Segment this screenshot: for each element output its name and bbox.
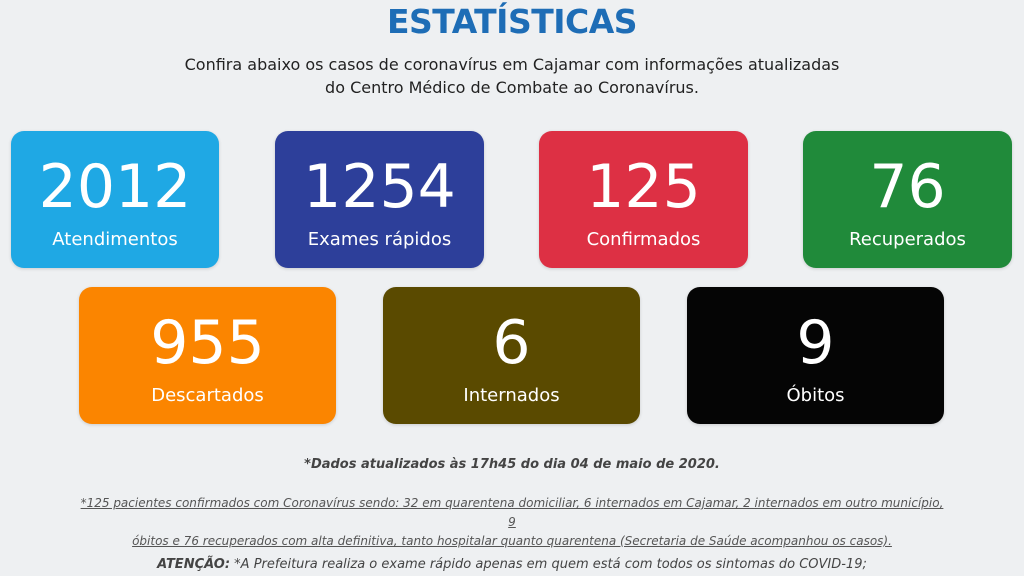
stat-label: Descartados [151,385,264,406]
stat-card-internados: 6 Internados [383,287,640,424]
attention-text: *A Prefeitura realiza o exame rápido ape… [234,557,867,572]
stat-value: 6 [492,308,531,378]
stat-label: Internados [463,385,560,406]
page-title: ESTATÍSTICAS [386,2,638,41]
stat-value: 76 [869,152,946,222]
stat-label: Recuperados [849,229,966,250]
stat-value: 955 [150,308,265,378]
stat-card-descartados: 955 Descartados [79,287,336,424]
subtitle-line-2: do Centro Médico de Combate ao Coronavír… [325,78,699,97]
update-date-note: *Dados atualizados às 17h45 do dia 04 de… [304,457,720,472]
cases-detail-note: *125 pacientes confirmados com Coronavír… [80,494,944,551]
stat-card-obitos: 9 Óbitos [687,287,944,424]
cases-detail-line-1: *125 pacientes confirmados com Coronavír… [80,496,944,529]
subtitle-line-1: Confira abaixo os casos de coronavírus e… [184,55,840,74]
stat-value: 125 [586,152,701,222]
stat-label: Atendimentos [52,229,178,250]
stat-card-exames-rapidos: 1254 Exames rápidos [275,131,484,268]
page-subtitle: Confira abaixo os casos de coronavírus e… [0,53,1024,99]
attention-note: ATENÇÃO: *A Prefeitura realiza o exame r… [0,557,1024,572]
stat-label: Óbitos [786,385,845,406]
stat-value: 1254 [303,152,456,222]
stat-value: 9 [796,308,835,378]
stat-card-confirmados: 125 Confirmados [539,131,748,268]
stat-label: Confirmados [586,229,701,250]
stat-label: Exames rápidos [307,229,452,250]
cases-detail-line-2: óbitos e 76 recuperados com alta definit… [132,534,892,548]
stat-card-recuperados: 76 Recuperados [803,131,1012,268]
stat-card-atendimentos: 2012 Atendimentos [11,131,219,268]
attention-label: ATENÇÃO: [157,557,231,572]
stat-value: 2012 [38,152,192,222]
